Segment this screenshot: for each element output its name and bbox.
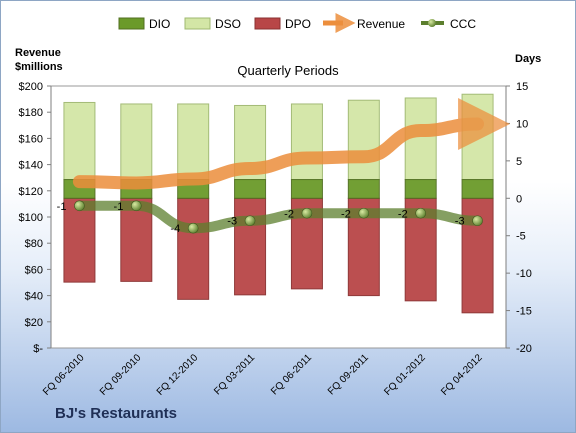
category-label: FQ 01-2012 — [382, 352, 428, 398]
ccc-data-label: -2 — [284, 208, 294, 220]
right-tick-label: 10 — [516, 118, 528, 130]
left-tick-label: $- — [33, 343, 43, 355]
bar-dpo — [177, 197, 210, 300]
ccc-data-label: -1 — [114, 201, 124, 213]
category-label: FQ 12-2010 — [155, 352, 201, 398]
ccc-point — [187, 222, 199, 234]
right-tick-label: 5 — [516, 156, 522, 168]
left-axis-title-line1: Revenue — [15, 47, 61, 59]
legend-revenue-label: Revenue — [357, 17, 405, 31]
right-tick-label: -15 — [516, 306, 532, 318]
ccc-series: -1 -1 -4 -3 -2 -2 -2 -3 — [57, 200, 483, 235]
bar-dpo — [234, 197, 267, 296]
left-tick-label: $120 — [19, 186, 43, 198]
bar-dio — [461, 179, 494, 199]
revenue-trend-arrow — [72, 97, 511, 190]
right-tick-label: -10 — [516, 268, 532, 280]
ccc-point — [244, 215, 256, 227]
left-tick-label: $180 — [19, 107, 43, 119]
legend-dpo-swatch — [254, 17, 281, 30]
right-axis-ticks: 15 10 5 0 -5 -10 -15 -20 — [506, 81, 532, 355]
bar-dso — [120, 103, 153, 181]
left-tick-label: $100 — [19, 212, 43, 224]
ccc-data-label: -4 — [170, 223, 180, 235]
company-name: BJ's Restaurants — [55, 405, 177, 422]
left-axis-ticks: $200 $180 $160 $140 $120 $100 $80 $60 $40 $20 $- — [19, 81, 51, 355]
legend-dso-label: DSO — [215, 17, 241, 31]
ccc-data-label: -3 — [455, 216, 465, 228]
left-tick-label: $20 — [25, 317, 43, 329]
category-label: FQ 09-2010 — [98, 352, 144, 398]
legend-dio-label: DIO — [149, 17, 170, 31]
ccc-point — [131, 200, 142, 212]
left-tick-label: $140 — [19, 160, 43, 172]
category-labels: FQ 06-2010 FQ 09-2010 FQ 12-2010 FQ 03-2011… — [41, 352, 485, 398]
ccc-point — [358, 207, 370, 219]
left-axis-title-line2: $millions — [15, 61, 63, 73]
right-tick-label: 15 — [516, 81, 528, 93]
legend-dio-swatch — [118, 17, 145, 30]
ccc-point — [472, 215, 483, 227]
bar-dso — [290, 103, 323, 181]
category-label: FQ 04-2012 — [439, 352, 485, 398]
ccc-data-label: -1 — [57, 201, 67, 213]
left-tick-label: $80 — [25, 238, 43, 250]
bar-dso — [404, 97, 437, 181]
legend-dpo-label: DPO — [285, 17, 311, 31]
left-tick-label: $40 — [25, 291, 43, 303]
bar-dso — [461, 93, 494, 181]
category-label: FQ 06-2011 — [269, 352, 314, 397]
legend: DIO DSO DPO Revenue CCC — [118, 13, 476, 33]
ccc-data-label: -3 — [227, 216, 237, 228]
left-tick-label: $200 — [19, 81, 43, 93]
ccc-data-label: -2 — [341, 208, 351, 220]
bar-dso — [347, 99, 380, 181]
ccc-point — [301, 207, 313, 219]
left-tick-label: $60 — [25, 264, 43, 276]
bar-dio — [404, 179, 437, 199]
bar-dpo — [63, 197, 96, 283]
bar-dso — [63, 101, 96, 181]
right-tick-label: -20 — [516, 343, 532, 355]
category-label: FQ 03-2011 — [212, 352, 257, 397]
right-axis-title: Days — [515, 53, 541, 65]
category-label: FQ 09-2011 — [326, 352, 371, 397]
legend-ccc-marker — [428, 19, 436, 27]
bar-dio — [234, 179, 267, 199]
revenue-series — [72, 97, 511, 190]
ccc-point — [415, 207, 426, 219]
bar-dio — [347, 179, 380, 199]
ccc-data-label: -2 — [398, 208, 408, 220]
legend-ccc-label: CCC — [450, 17, 476, 31]
category-label: FQ 06-2010 — [41, 352, 87, 398]
chart-title: Quarterly Periods — [237, 63, 339, 78]
legend-dso-swatch — [184, 17, 211, 30]
right-tick-label: -5 — [516, 231, 526, 243]
ccc-point — [74, 200, 85, 212]
right-tick-label: 0 — [516, 193, 522, 205]
left-tick-label: $160 — [19, 133, 43, 145]
bar-dio — [290, 179, 323, 199]
bar-dso — [177, 103, 210, 181]
